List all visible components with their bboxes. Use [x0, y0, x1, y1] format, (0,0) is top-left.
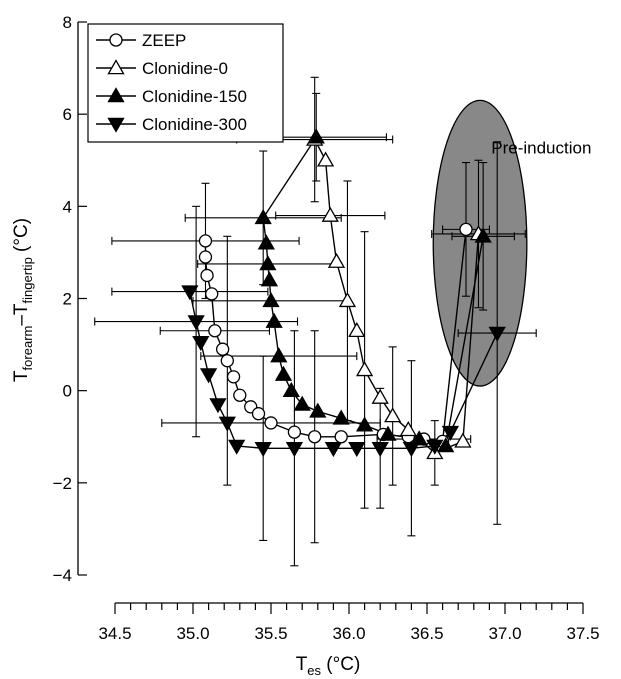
clonidine-300-point — [324, 441, 343, 458]
y-tick-label: 0 — [63, 382, 72, 401]
y-tick-label: 2 — [63, 290, 72, 309]
clonidine-150-point — [270, 347, 288, 363]
zeep-point — [208, 324, 222, 338]
clonidine-0-point — [384, 407, 402, 423]
clonidine-300-point — [218, 416, 236, 432]
clonidine-0-point — [327, 252, 346, 268]
zeep-point — [226, 370, 241, 384]
clonidine-0-point — [338, 291, 357, 308]
zeep-point — [198, 234, 213, 248]
clonidine-300-pre-induction-point — [488, 326, 506, 342]
clonidine-150-point — [254, 209, 272, 225]
clonidine-0-point — [355, 361, 374, 377]
clonidine-300-point — [441, 425, 460, 441]
x-tick-label: 36.5 — [410, 624, 443, 643]
clonidine-150-point — [307, 128, 325, 144]
clonidine-150-point — [309, 402, 327, 418]
clonidine-0-point — [371, 388, 389, 404]
clonidine-150-point — [265, 312, 283, 328]
clonidine-300-point — [228, 439, 246, 455]
clonidine-300-point — [254, 441, 272, 458]
x-tick-label: 34.5 — [98, 624, 131, 643]
legend-marker-zeep — [109, 33, 123, 47]
clonidine-0-point — [321, 206, 339, 222]
clonidine-150-point — [332, 409, 350, 425]
zeep-point — [308, 430, 322, 444]
zeep-point — [198, 250, 213, 264]
data-markers — [181, 128, 506, 460]
clonidine-150-point — [259, 255, 277, 271]
zeep-point — [287, 425, 302, 439]
x-tick-label: 36.0 — [332, 624, 365, 643]
zeep-point — [200, 268, 214, 283]
clonidine-300-point — [426, 439, 444, 455]
zeep-point — [334, 430, 348, 444]
clonidine-150-point — [260, 271, 279, 287]
clonidine-300-point — [348, 441, 366, 458]
pre-induction-label: Pre-induction — [491, 138, 591, 157]
zeep-point — [251, 407, 266, 421]
legend: ZEEP Clonidine-0 Clonidine-150 Clonidine-30… — [87, 23, 284, 143]
legend-marker-clonidine-300 — [107, 117, 125, 133]
y-tick-label: 8 — [63, 13, 72, 32]
y-tick-label: 4 — [63, 197, 72, 216]
legend-label-zeep: ZEEP — [142, 31, 186, 50]
clonidine-0-point — [454, 432, 472, 448]
x-tick-label: 37.5 — [566, 624, 599, 643]
clonidine-300-point — [371, 441, 389, 458]
y-tick-label: 6 — [63, 105, 72, 124]
clonidine-300-line — [189, 291, 498, 449]
zeep-point — [205, 287, 219, 301]
clonidine-150-point — [379, 425, 397, 441]
x-axis-title: Tes (°C) — [296, 654, 361, 678]
zeep-pre-induction-point — [459, 222, 473, 237]
zeep-point — [215, 342, 230, 356]
clonidine-0-point — [316, 151, 335, 167]
axes: −4 −2 0 2 4 6 8 34.5 35.0 35.5 36.0 36.5 37.0 37.5 — [53, 13, 600, 643]
clonidine-150-point — [282, 381, 300, 397]
x-tick-label: 35.0 — [176, 624, 209, 643]
legend-label-clonidine-0: Clonidine-0 — [142, 59, 228, 78]
legend-marker-clonidine-0 — [107, 59, 125, 75]
zeep-point — [233, 388, 247, 402]
clonidine-0-point — [399, 421, 417, 437]
clonidine-150-point — [257, 234, 275, 250]
clonidine-150-point — [274, 365, 293, 381]
clonidine-300-point — [402, 441, 421, 458]
legend-label-clonidine-150: Clonidine-150 — [142, 87, 247, 106]
y-tick-label: −4 — [53, 566, 72, 585]
x-tick-label: 37.0 — [488, 624, 521, 643]
zeep-point — [264, 416, 278, 430]
clonidine-300-point — [192, 336, 210, 352]
zeep-point — [220, 354, 234, 368]
clonidine-300-point — [199, 368, 218, 384]
clonidine-300-point — [181, 285, 199, 301]
clonidine-300-point — [209, 398, 227, 414]
clonidine-150-point — [262, 291, 280, 308]
clonidine-150-point — [293, 395, 311, 411]
legend-marker-clonidine-150 — [107, 87, 125, 103]
y-tick-label: −2 — [53, 474, 72, 493]
clonidine-0-point — [348, 321, 366, 338]
pre-induction-annotation: Pre-induction — [432, 99, 591, 387]
clonidine-150-point — [437, 437, 455, 453]
clonidine-300-point — [285, 441, 304, 458]
x-tick-label: 35.5 — [254, 624, 287, 643]
clonidine-300-point — [187, 315, 205, 331]
clonidine-150-point — [410, 430, 428, 446]
legend-label-clonidine-300: Clonidine-300 — [142, 115, 247, 134]
clonidine-150-pre-induction-point — [474, 227, 492, 243]
clonidine-150-point — [355, 416, 374, 432]
y-axis-title: Tforearm–Tfingertip (°C) — [11, 218, 35, 382]
